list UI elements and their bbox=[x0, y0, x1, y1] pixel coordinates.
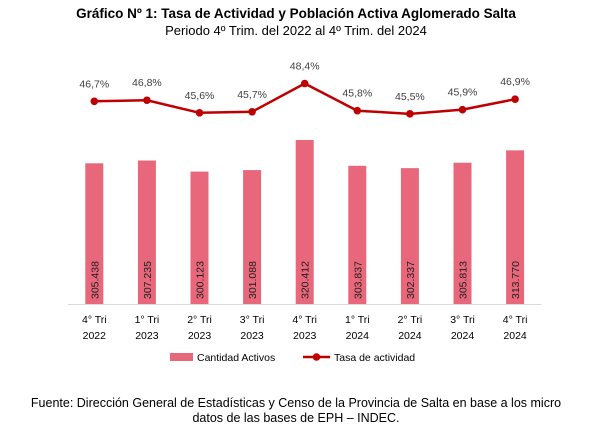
legend-swatch-cantidad-activos bbox=[170, 353, 193, 361]
chart-subtitle: Periodo 4º Trim. del 2022 al 4º Trim. de… bbox=[165, 23, 427, 38]
legend-marker-tasa bbox=[312, 353, 321, 361]
x-tick-label-year: 2022 bbox=[83, 330, 107, 342]
line-point-tasa bbox=[143, 96, 151, 105]
source-line-1: Fuente: Dirección General de Estadística… bbox=[30, 396, 562, 410]
x-tick-label-year: 2024 bbox=[451, 330, 475, 342]
bar-cantidad-activos bbox=[295, 140, 314, 304]
bar-cantidad-activos bbox=[190, 171, 209, 304]
x-tick-label-year: 2023 bbox=[188, 330, 212, 342]
bar-cantidad-activos bbox=[85, 163, 104, 304]
bar-cantidad-activos bbox=[453, 162, 472, 304]
rate-value-label: 45,9% bbox=[448, 87, 478, 99]
line-point-tasa bbox=[406, 110, 414, 118]
x-tick-label-period: 2° Tri bbox=[187, 314, 212, 326]
rate-value-label: 45,5% bbox=[395, 91, 425, 103]
x-tick-label-period: 4° Tri bbox=[292, 314, 317, 326]
x-tick-label-period: 4° Tri bbox=[503, 314, 528, 326]
bar-value-label: 300.123 bbox=[195, 261, 207, 299]
bar-value-label: 301.088 bbox=[247, 261, 259, 299]
rate-value-label: 46,8% bbox=[132, 77, 162, 89]
bar-cantidad-activos bbox=[137, 160, 156, 304]
rate-value-label: 45,7% bbox=[237, 89, 267, 101]
rate-value-label: 46,7% bbox=[79, 78, 109, 90]
bar-value-label: 303.837 bbox=[352, 261, 364, 299]
rate-value-label: 46,9% bbox=[500, 76, 530, 88]
bar-cantidad-activos bbox=[506, 150, 525, 304]
bar-value-label: 320.412 bbox=[300, 261, 312, 299]
line-point-tasa bbox=[353, 106, 362, 115]
x-tick-label-year: 2023 bbox=[240, 330, 264, 342]
line-point-tasa bbox=[511, 95, 519, 103]
x-tick-label-period: 1° Tri bbox=[345, 314, 370, 326]
x-tick-label-period: 3° Tri bbox=[240, 314, 265, 326]
x-tick-label-period: 4° Tri bbox=[82, 314, 107, 326]
x-tick-label-year: 2024 bbox=[346, 330, 370, 342]
chart-title: Gráfico Nº 1: Tasa de Actividad y Poblac… bbox=[76, 6, 516, 21]
rate-value-label: 45,8% bbox=[342, 88, 372, 100]
bar-value-label: 302.337 bbox=[405, 261, 417, 299]
bar-value-label: 307.235 bbox=[142, 261, 154, 299]
bar-value-label: 313.770 bbox=[510, 261, 522, 299]
bar-value-label: 305.438 bbox=[89, 261, 101, 299]
line-point-tasa bbox=[300, 79, 309, 88]
x-tick-label-year: 2023 bbox=[135, 330, 159, 342]
x-tick-label-period: 1° Tri bbox=[135, 314, 160, 326]
legend-label-tasa-de-actividad: Tasa de actividad bbox=[334, 352, 415, 364]
rate-value-label: 45,6% bbox=[185, 90, 215, 102]
bar-cantidad-activos bbox=[348, 165, 367, 304]
x-tick-label-year: 2024 bbox=[503, 330, 527, 342]
x-tick-label-year: 2023 bbox=[293, 330, 317, 342]
x-tick-label-period: 3° Tri bbox=[450, 314, 475, 326]
x-tick-label-period: 2° Tri bbox=[398, 314, 423, 326]
source-line-2: datos de las bases de EPH – INDEC. bbox=[192, 411, 400, 425]
source-note: Fuente: Dirección General de Estadística… bbox=[0, 396, 592, 426]
line-point-tasa bbox=[90, 97, 99, 106]
x-tick-label-year: 2024 bbox=[398, 330, 422, 342]
rate-value-label: 48,4% bbox=[290, 61, 320, 73]
line-point-tasa bbox=[195, 109, 204, 117]
line-point-tasa bbox=[458, 105, 467, 114]
bar-value-label: 305.813 bbox=[458, 261, 470, 299]
line-point-tasa bbox=[248, 107, 256, 116]
bar-cantidad-activos bbox=[400, 168, 419, 304]
bar-cantidad-activos bbox=[243, 170, 262, 304]
legend-label-cantidad-activos: Cantidad Activos bbox=[197, 352, 275, 364]
